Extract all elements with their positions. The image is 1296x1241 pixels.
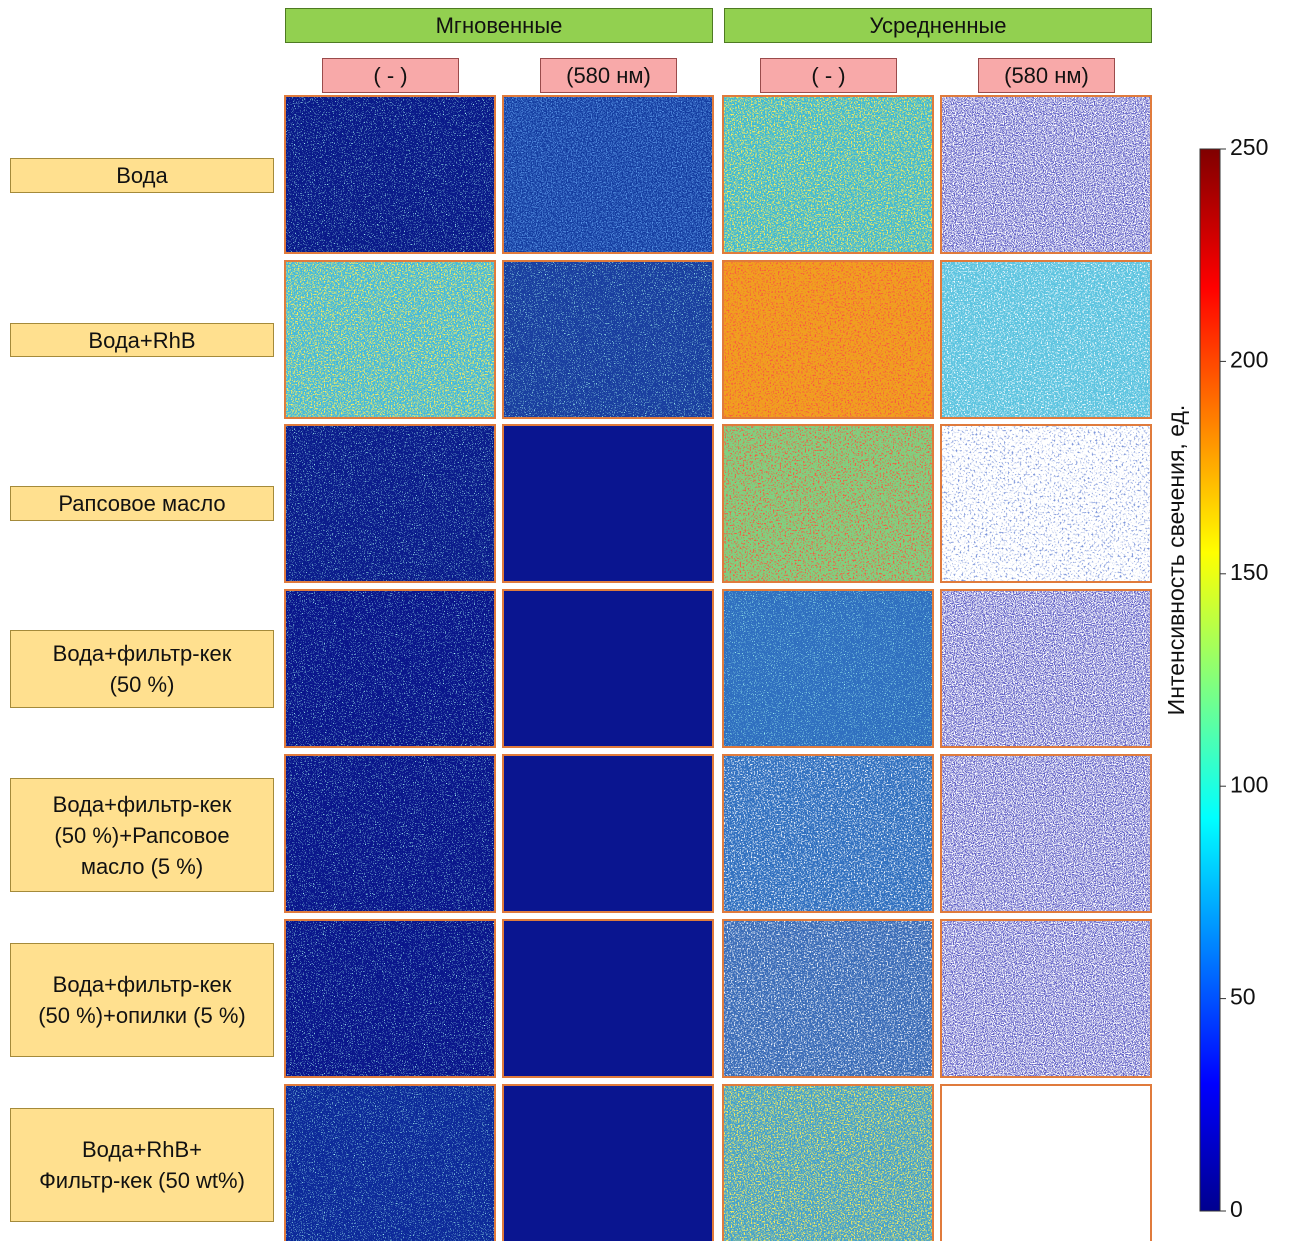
image-texture [941,96,1151,253]
image-border [284,95,496,254]
colorbar-tick-label: 50 [1230,984,1256,1010]
image-border [940,589,1152,748]
row-label: Вода+фильтр-кек (50 %) [10,630,274,708]
group-header: Усредненные [724,8,1152,43]
colorbar-tick-label: 150 [1230,559,1268,585]
image-border [502,424,714,583]
image-texture [285,1085,495,1241]
filter-label: ( - ) [760,58,897,93]
row-label: Вода+RhB [10,323,274,357]
image-texture [285,261,495,418]
image-border [284,589,496,748]
image-border [722,754,934,913]
row-label: Вода [10,158,274,193]
image-texture [723,590,933,747]
image-border [502,754,714,913]
colorbar-tick-label: 0 [1230,1196,1243,1222]
image-texture [285,920,495,1077]
image-border [722,589,934,748]
image-border [284,754,496,913]
image-border [502,95,714,254]
image-texture [723,1085,933,1241]
image-texture [285,590,495,747]
image-border [722,1084,934,1241]
image-texture [723,96,933,253]
image-border [940,754,1152,913]
image-texture [503,261,713,418]
colorbar-tick-label: 250 [1230,134,1268,160]
sample-image [503,590,713,747]
colorbar-label: Интенсивность свечения, ед. [1163,405,1189,716]
image-border [722,424,934,583]
sample-image [503,920,713,1077]
image-border [502,260,714,419]
image-border [284,260,496,419]
image-texture [941,261,1151,418]
colorbar-tick-label: 200 [1230,346,1268,372]
sample-image [503,1085,713,1241]
image-border [722,919,934,1078]
row-label: Рапсовое масло [10,486,274,521]
image-border [940,424,1152,583]
image-border [502,589,714,748]
image-texture [723,425,933,582]
image-texture [285,755,495,912]
row-label: Вода+фильтр-кек (50 %)+Рапсовое масло (5… [10,778,274,892]
image-border [284,1084,496,1241]
filter-label: ( - ) [322,58,459,93]
filter-label: (580 нм) [540,58,677,93]
image-border [940,95,1152,254]
image-texture [941,920,1151,1077]
image-border [722,260,934,419]
image-border [940,919,1152,1078]
image-border [502,1084,714,1241]
group-header: Мгновенные [285,8,713,43]
image-border [940,260,1152,419]
image-texture [503,96,713,253]
row-label: Вода+фильтр-кек (50 %)+опилки (5 %) [10,943,274,1057]
image-border [502,919,714,1078]
image-texture [723,920,933,1077]
image-border [284,919,496,1078]
image-border [940,1084,1152,1241]
sample-image [941,1085,1151,1241]
image-border [722,95,934,254]
image-texture [723,755,933,912]
filter-label: (580 нм) [978,58,1115,93]
colorbar-tick-label: 100 [1230,771,1268,797]
row-label: Вода+RhB+ Фильтр-кек (50 wt%) [10,1108,274,1222]
image-texture [285,425,495,582]
image-texture [941,425,1151,582]
colorbar [1199,148,1221,1212]
image-texture [941,755,1151,912]
image-texture [285,96,495,253]
sample-image [503,755,713,912]
sample-image [503,425,713,582]
image-border [284,424,496,583]
image-texture [941,590,1151,747]
image-texture [723,261,933,418]
